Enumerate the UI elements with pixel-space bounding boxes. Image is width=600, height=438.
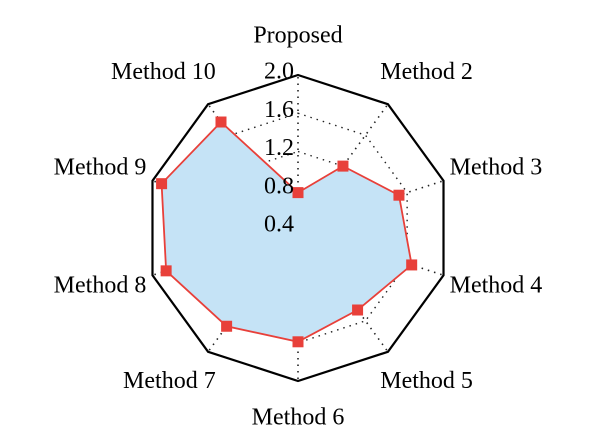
tick-label: 2.0 bbox=[264, 59, 294, 85]
data-point bbox=[352, 304, 364, 316]
category-label: Method 4 bbox=[450, 273, 543, 299]
data-point bbox=[221, 320, 233, 332]
grid-ring bbox=[188, 112, 408, 344]
category-label: Method 7 bbox=[123, 368, 216, 394]
tick-label: 0.4 bbox=[264, 212, 294, 238]
category-label: Proposed bbox=[253, 23, 342, 49]
category-label: Method 10 bbox=[111, 59, 216, 85]
category-label: Method 5 bbox=[380, 368, 473, 394]
data-point bbox=[406, 259, 418, 271]
tick-label: 1.2 bbox=[264, 135, 294, 161]
tick-label: 1.6 bbox=[264, 97, 294, 123]
category-label: Method 2 bbox=[380, 59, 473, 85]
data-point bbox=[160, 265, 172, 277]
data-point bbox=[215, 116, 227, 128]
category-label: Method 6 bbox=[252, 405, 345, 431]
data-point bbox=[156, 178, 168, 190]
category-label: Method 9 bbox=[54, 154, 147, 180]
category-label: Method 3 bbox=[450, 154, 543, 180]
data-point bbox=[292, 336, 304, 348]
category-label: Method 8 bbox=[54, 273, 147, 299]
tick-label: 0.8 bbox=[264, 173, 294, 199]
data-point bbox=[393, 189, 405, 201]
outer-frame bbox=[151, 73, 445, 383]
data-point bbox=[292, 187, 304, 199]
data-point bbox=[337, 160, 349, 172]
